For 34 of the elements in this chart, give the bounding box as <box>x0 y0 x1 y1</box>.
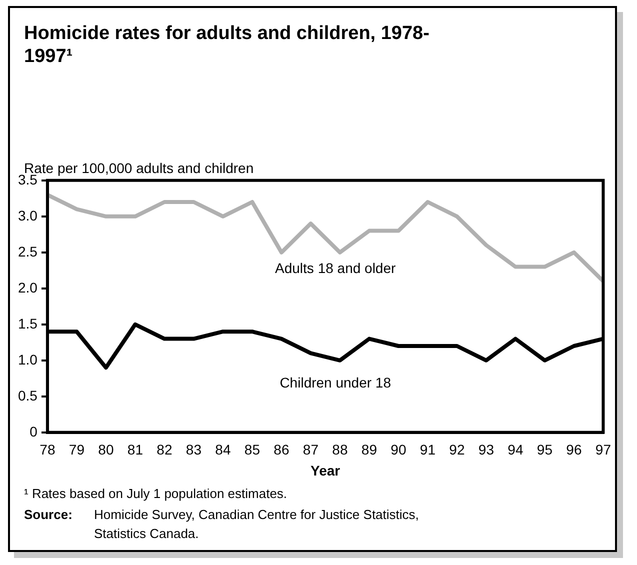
chart-title: Homicide rates for adults and children, 1978-1997¹ <box>24 22 430 68</box>
y-tick-label: 1.0 <box>18 351 38 368</box>
y-tick-label: 3.0 <box>18 207 38 224</box>
y-tick-label: 1.5 <box>18 315 38 332</box>
x-tick-label: 95 <box>536 442 553 458</box>
x-tick-label: 78 <box>40 442 56 458</box>
y-tick-label: 0.5 <box>18 387 38 404</box>
series-label: Adults 18 and older <box>275 260 396 276</box>
x-tick-label: 88 <box>332 442 348 458</box>
x-tick-label: 89 <box>361 442 378 458</box>
text: Source: Homicide Survey, Canadian Centre for Justice Statistics, Statistics Canada. <box>24 507 419 541</box>
x-tick-label: 96 <box>566 442 582 458</box>
x-tick-label: 79 <box>68 442 85 458</box>
x-tick-label: 92 <box>449 442 465 458</box>
x-axis-title: Year <box>310 462 341 478</box>
x-tick-label: 93 <box>478 442 494 458</box>
y-tick-label: 0 <box>30 423 38 440</box>
x-tick-label: 83 <box>186 442 202 458</box>
text: ¹ Rates based on July 1 population estimates. <box>24 485 288 503</box>
x-tick-label: 82 <box>156 442 172 458</box>
x-tick-label: 90 <box>390 442 406 458</box>
x-tick-label: 80 <box>98 442 114 458</box>
x-tick-label: 91 <box>420 442 436 458</box>
y-axis-title: Rate per 100,000 adults and children <box>24 160 254 176</box>
y-tick-label: 2.0 <box>18 279 38 296</box>
x-tick-label: 97 <box>595 442 612 458</box>
x-tick-label: 81 <box>127 442 144 458</box>
x-tick-label: 86 <box>274 442 290 458</box>
x-tick-label: 94 <box>508 442 524 458</box>
x-tick-label: 84 <box>215 442 231 458</box>
x-tick-label: 85 <box>244 442 260 458</box>
series-label: Children under 18 <box>280 374 392 390</box>
y-tick-label: 2.5 <box>18 243 38 260</box>
x-tick-label: 87 <box>302 442 319 458</box>
